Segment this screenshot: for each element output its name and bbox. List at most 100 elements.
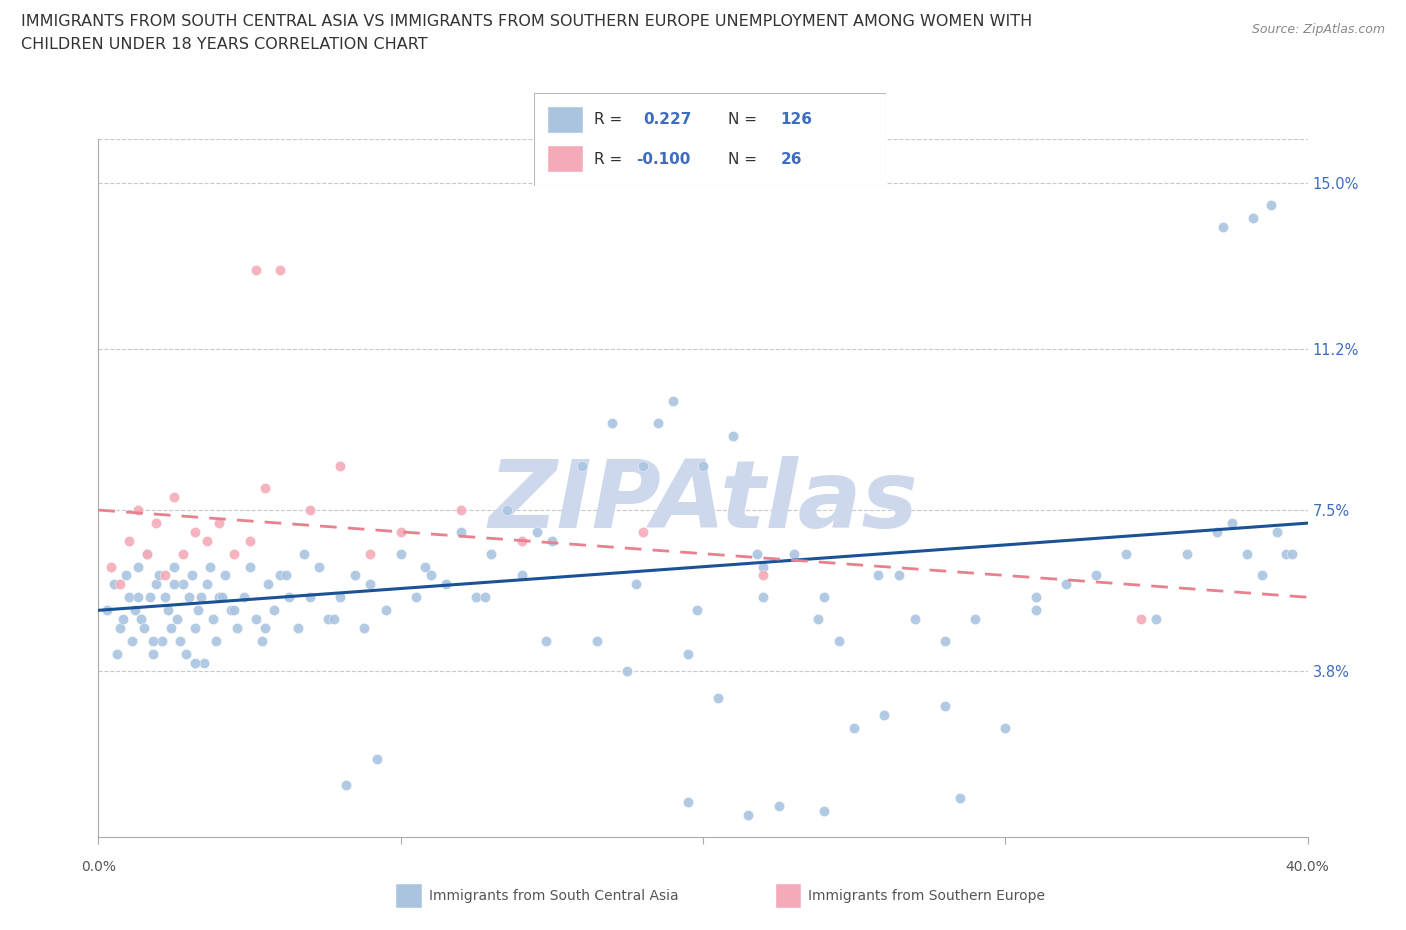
Point (353, 620, 375, 635)
Point (360, 546, 382, 561)
Point (208, 590, 231, 604)
Point (323, 612, 346, 627)
Point (299, 502, 322, 517)
Point (145, 515, 167, 530)
Point (166, 612, 188, 627)
Point (181, 568, 204, 583)
Point (277, 590, 299, 604)
Point (214, 568, 236, 583)
Point (1275, 546, 1298, 561)
Point (142, 633, 165, 648)
Point (994, 721, 1017, 736)
Text: 0.227: 0.227 (644, 113, 692, 127)
Point (1146, 612, 1168, 627)
Point (904, 612, 927, 627)
Point (474, 590, 496, 604)
Point (96, 603, 118, 618)
Point (526, 525, 548, 539)
Point (153, 590, 176, 604)
Point (389, 525, 412, 539)
Point (195, 577, 218, 591)
Point (1024, 603, 1046, 618)
Point (108, 577, 131, 591)
Point (360, 577, 382, 591)
Point (541, 533, 564, 548)
Point (105, 646, 128, 661)
Point (184, 620, 207, 635)
Point (142, 646, 165, 661)
Point (127, 590, 149, 604)
Point (184, 525, 207, 539)
Point (274, 568, 297, 583)
Point (202, 612, 225, 627)
Point (329, 459, 352, 474)
Point (245, 263, 267, 278)
Point (184, 656, 207, 671)
Bar (548, 146, 583, 172)
Point (752, 568, 775, 583)
Point (616, 664, 638, 679)
Point (269, 263, 291, 278)
Point (807, 612, 830, 627)
Point (263, 603, 285, 618)
Point (1260, 197, 1282, 212)
Point (768, 799, 790, 814)
Point (329, 590, 352, 604)
FancyBboxPatch shape (534, 93, 886, 186)
Point (211, 590, 233, 604)
Point (108, 620, 131, 635)
Point (187, 603, 209, 618)
Point (813, 804, 835, 818)
Point (1241, 210, 1264, 225)
Point (676, 646, 699, 661)
Point (737, 808, 759, 823)
Point (163, 489, 186, 504)
Point (127, 559, 149, 574)
Point (692, 459, 714, 474)
Point (844, 721, 866, 736)
Point (631, 459, 654, 474)
Point (873, 708, 896, 723)
Text: R =: R = (593, 152, 623, 166)
Point (127, 502, 149, 517)
Point (145, 577, 167, 591)
Point (389, 546, 412, 561)
Point (752, 590, 775, 604)
Point (965, 612, 987, 627)
Point (534, 633, 557, 648)
Point (111, 612, 134, 627)
Point (132, 620, 155, 635)
Point (118, 533, 141, 548)
Point (224, 603, 246, 618)
Text: 26: 26 (780, 152, 801, 166)
Point (172, 546, 194, 561)
Point (868, 568, 890, 583)
Point (121, 633, 143, 648)
Point (160, 620, 183, 635)
Point (366, 751, 388, 766)
Point (200, 559, 222, 574)
Text: N =: N = (728, 152, 756, 166)
Point (335, 777, 357, 792)
Point (783, 546, 806, 561)
Point (287, 620, 309, 635)
Point (949, 790, 972, 805)
Point (153, 568, 176, 583)
Point (374, 603, 396, 618)
Text: N =: N = (728, 113, 756, 127)
Point (256, 577, 278, 591)
Point (510, 533, 533, 548)
Point (413, 559, 436, 574)
Point (150, 633, 173, 648)
Text: 126: 126 (780, 113, 813, 127)
Point (103, 577, 125, 591)
Text: -0.100: -0.100 (636, 152, 690, 166)
Point (602, 416, 624, 431)
Point (1085, 568, 1108, 583)
Point (1024, 590, 1046, 604)
Point (100, 559, 122, 574)
Bar (548, 107, 583, 133)
Point (224, 546, 246, 561)
Point (510, 568, 533, 583)
Point (239, 559, 262, 574)
